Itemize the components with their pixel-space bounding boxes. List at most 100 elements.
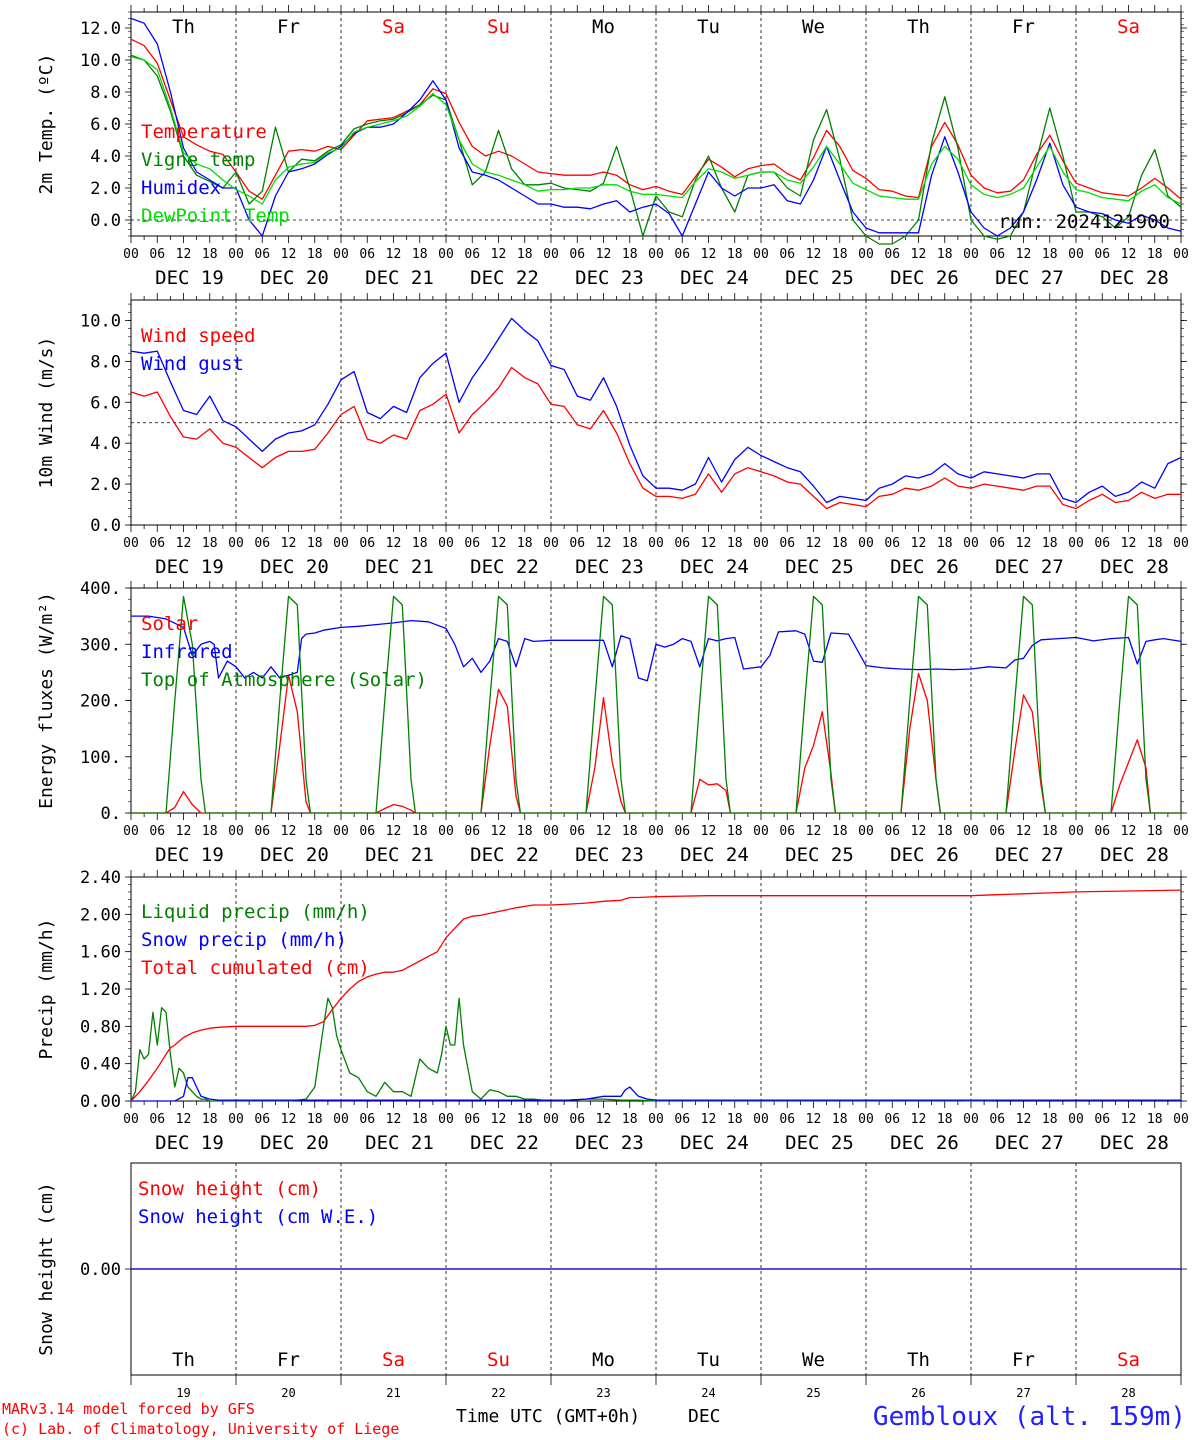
hour-tick-label: 12 [386, 536, 402, 551]
y-tick-label: 2.0 [90, 179, 121, 199]
hour-tick-label: 06 [569, 824, 585, 839]
hour-tick-label: 06 [779, 824, 795, 839]
date-label: DEC 23 [575, 556, 644, 578]
legend-entry: Snow height (cm) [138, 1178, 321, 1200]
hour-tick-label: 00 [333, 1112, 349, 1127]
hour-tick-label: 12 [1016, 824, 1032, 839]
hour-tick-label: 18 [727, 824, 743, 839]
hour-tick-label: 00 [438, 536, 454, 551]
hour-tick-label: 18 [832, 824, 848, 839]
hour-tick-label: 12 [1121, 1112, 1137, 1127]
day-name-label: Tu [697, 1349, 720, 1371]
hour-tick-label: 06 [884, 247, 900, 262]
hour-tick-label: 12 [911, 1112, 927, 1127]
hour-tick-label: 00 [123, 1112, 139, 1127]
hour-tick-label: 12 [911, 247, 927, 262]
hour-tick-label: 18 [1147, 247, 1163, 262]
day-number-label: 23 [596, 1386, 610, 1400]
date-label: DEC 19 [155, 1132, 224, 1154]
hour-tick-label: 06 [359, 247, 375, 262]
date-label: DEC 28 [1100, 556, 1169, 578]
hour-tick-label: 18 [517, 247, 533, 262]
hour-tick-label: 06 [254, 824, 270, 839]
hour-tick-label: 06 [254, 536, 270, 551]
hour-tick-label: 00 [648, 1112, 664, 1127]
hour-tick-label: 06 [1094, 1112, 1110, 1127]
date-label: DEC 27 [995, 844, 1064, 866]
date-label: DEC 19 [155, 556, 224, 578]
day-name-label: Su [487, 16, 510, 38]
hour-tick-label: 06 [1094, 536, 1110, 551]
hour-tick-label: 00 [1173, 247, 1189, 262]
hour-tick-label: 18 [202, 247, 218, 262]
plot-frame-1 [130, 11, 1182, 237]
hour-tick-label: 00 [228, 1112, 244, 1127]
legend-entry: Top of Atmosphere (Solar) [141, 669, 427, 691]
date-label: DEC 19 [155, 844, 224, 866]
date-label: DEC 25 [785, 267, 854, 289]
hour-tick-label: 06 [1094, 247, 1110, 262]
y-tick-label: 1.60 [80, 943, 121, 963]
y-tick-label: 2.40 [80, 868, 121, 888]
day-name-label: Mo [592, 16, 615, 38]
date-label: DEC 24 [680, 844, 749, 866]
series-line-temperature [130, 38, 1182, 200]
hour-tick-label: 00 [438, 1112, 454, 1127]
hour-tick-label: 00 [333, 824, 349, 839]
date-label: DEC 20 [260, 1132, 329, 1154]
hour-tick-label: 12 [806, 536, 822, 551]
hour-tick-label: 12 [596, 824, 612, 839]
hour-tick-label: 00 [1173, 1112, 1189, 1127]
hour-tick-label: 00 [228, 247, 244, 262]
hour-tick-label: 06 [464, 247, 480, 262]
hour-tick-label: 18 [307, 824, 323, 839]
day-number-label: 28 [1121, 1386, 1135, 1400]
hour-tick-label: 12 [386, 1112, 402, 1127]
hour-tick-label: 18 [727, 247, 743, 262]
hour-tick-label: 18 [937, 247, 953, 262]
hour-tick-label: 06 [569, 536, 585, 551]
day-name-label: Th [907, 1349, 930, 1371]
legend-entry: Snow height (cm W.E.) [138, 1206, 378, 1228]
hour-tick-label: 18 [832, 247, 848, 262]
date-label: DEC 22 [470, 844, 539, 866]
hour-tick-label: 00 [1173, 536, 1189, 551]
hour-tick-label: 18 [1042, 1112, 1058, 1127]
hour-tick-label: 18 [937, 536, 953, 551]
date-label: DEC 24 [680, 556, 749, 578]
hour-tick-label: 18 [937, 1112, 953, 1127]
series-line-wind-gust [130, 317, 1182, 504]
hour-tick-label: 12 [596, 1112, 612, 1127]
series-line-humidex [130, 17, 1182, 237]
hour-tick-label: 18 [832, 536, 848, 551]
hour-tick-label: 12 [1121, 824, 1137, 839]
day-name-label: Th [172, 1349, 195, 1371]
day-name-label: Fr [277, 16, 300, 38]
hour-tick-label: 18 [517, 536, 533, 551]
hour-tick-label: 12 [1121, 247, 1137, 262]
hour-tick-label: 18 [307, 1112, 323, 1127]
legend-entry: Wind gust [141, 353, 244, 375]
run-annotation: run: 2024121900 [998, 211, 1170, 233]
hour-tick-label: 00 [648, 536, 664, 551]
hour-tick-label: 06 [884, 824, 900, 839]
y-tick-label: 10.0 [80, 311, 121, 331]
legend-entry: Humidex [141, 177, 221, 199]
hour-tick-label: 00 [648, 824, 664, 839]
series-line-dewpoint-temp [130, 56, 1182, 205]
y-tick-label: 0.40 [80, 1055, 121, 1075]
hour-tick-label: 06 [359, 536, 375, 551]
date-label: DEC 19 [155, 267, 224, 289]
date-label: DEC 28 [1100, 844, 1169, 866]
date-label: DEC 26 [890, 844, 959, 866]
day-name-label: Su [487, 1349, 510, 1371]
date-label: DEC 23 [575, 267, 644, 289]
hour-tick-label: 00 [1068, 536, 1084, 551]
date-label: DEC 23 [575, 844, 644, 866]
hour-tick-label: 00 [1068, 247, 1084, 262]
date-label: DEC 27 [995, 267, 1064, 289]
x-axis-month: DEC [688, 1406, 721, 1427]
y-tick-label: 0.00 [80, 1092, 121, 1112]
hour-tick-label: 00 [858, 1112, 874, 1127]
day-name-label: Mo [592, 1349, 615, 1371]
